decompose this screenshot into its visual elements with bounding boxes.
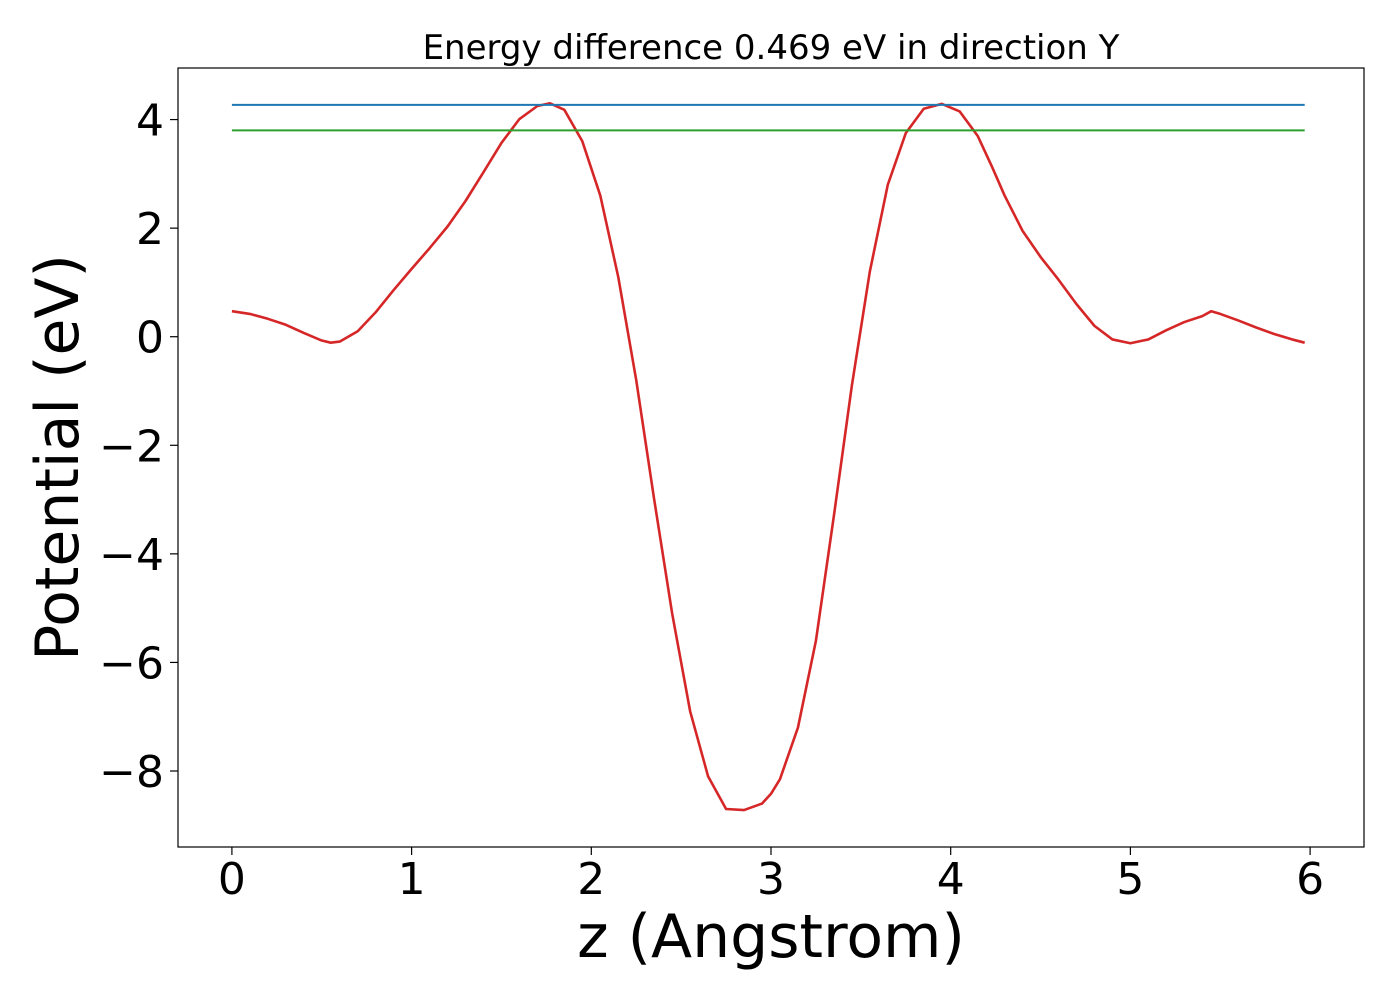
x-tick-label: 5 — [1116, 854, 1144, 905]
x-tick-label: 1 — [398, 854, 426, 905]
x-tick-label: 4 — [937, 854, 965, 905]
chart-title: Energy difference 0.469 eV in direction … — [423, 28, 1120, 68]
x-tick-label: 2 — [577, 854, 605, 905]
plot-frame — [177, 67, 1365, 848]
series-layer — [231, 101, 1306, 812]
y-tick-label: 4 — [136, 96, 164, 147]
y-axis-label: Potential (eV) — [23, 254, 93, 661]
y-tick-label: −4 — [99, 530, 164, 581]
x-tick-label: 3 — [757, 854, 785, 905]
series-line-0 — [231, 101, 1306, 812]
y-tick-label: 2 — [136, 204, 164, 255]
x-axis-label: z (Angstrom) — [577, 902, 965, 972]
x-tick-label: 0 — [218, 854, 246, 905]
y-axis: 4 2 0 −2 −4 −6 −8 — [99, 96, 178, 798]
y-tick-label: −2 — [99, 421, 164, 472]
y-tick-label: −8 — [99, 747, 164, 798]
y-tick-label: −6 — [99, 638, 164, 689]
x-tick-label: 6 — [1296, 854, 1324, 905]
x-axis: 0 1 2 3 4 5 6 — [218, 847, 1324, 905]
y-tick-label: 0 — [136, 313, 164, 364]
